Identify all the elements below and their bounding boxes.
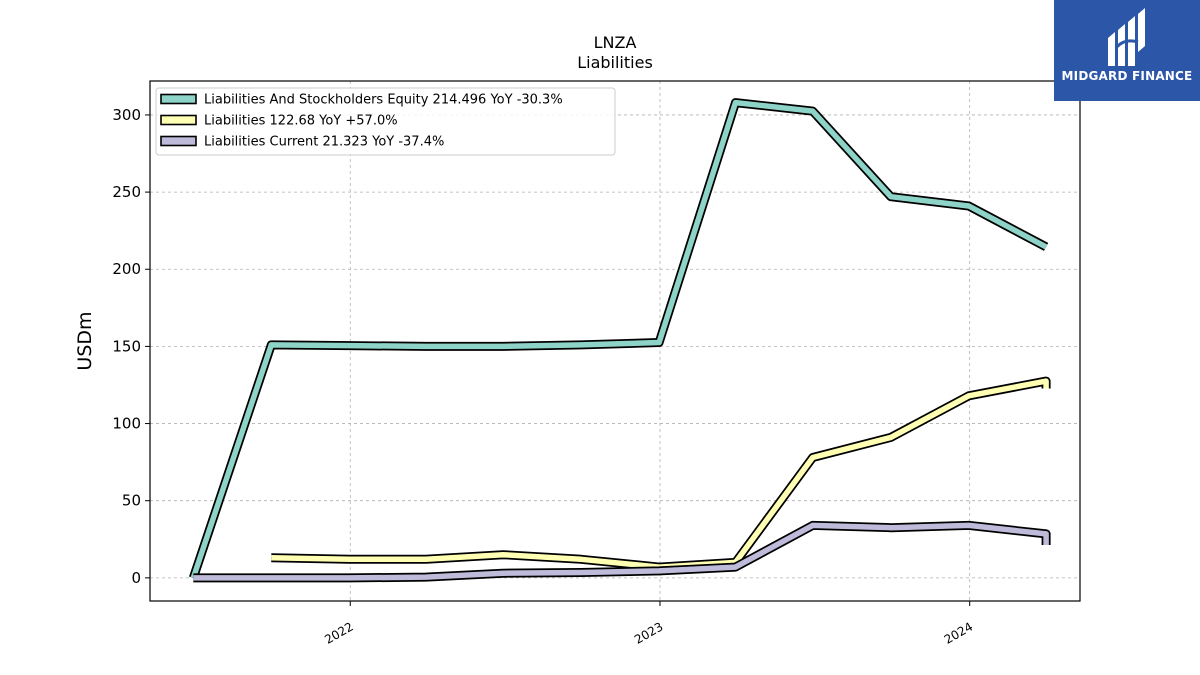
series-line: [190, 99, 1048, 579]
y-tick-label: 150: [112, 337, 141, 355]
y-tick-label: 200: [112, 260, 141, 278]
legend-label: Liabilities 122.68 YoY +57.0%: [204, 114, 398, 129]
y-tick-label: 100: [112, 415, 141, 433]
series-outline: [189, 98, 1049, 580]
legend-swatch: [160, 135, 197, 147]
x-axis: 2022 2023 2024: [322, 601, 975, 647]
legend-swatch: [160, 114, 197, 126]
series-liabilities: [271, 376, 1051, 572]
series-lines: [189, 98, 1051, 583]
midgard-finance-logo: MIDGARD FINANCE: [1054, 0, 1200, 101]
x-tick-label: 2022: [322, 619, 355, 646]
series-line: [193, 522, 1049, 581]
series-outline: [271, 376, 1051, 572]
chart-title: LNZA: [594, 33, 637, 52]
chart-subtitle: Liabilities: [577, 53, 653, 72]
series-liabilities-and-stockholders-equity: [189, 98, 1049, 580]
legend: Liabilities And Stockholders Equity 214.…: [155, 87, 616, 156]
legend-label: Liabilities Current 21.323 YoY -37.4%: [204, 135, 444, 150]
legend-swatch: [160, 93, 197, 105]
logo-mark-icon: [1108, 8, 1145, 66]
x-tick-label: 2023: [632, 619, 665, 646]
y-tick-label: 300: [112, 106, 141, 124]
legend-label: Liabilities And Stockholders Equity 214.…: [204, 93, 563, 108]
x-tick-label: 2024: [942, 619, 975, 646]
series-line: [271, 378, 1049, 570]
plot-frame: [149, 80, 1081, 602]
y-tick-label: 50: [122, 492, 141, 510]
y-axis: 0 50 100 150 200 250 300: [112, 106, 150, 587]
series-liabilities-current: [193, 520, 1051, 583]
y-tick-label: 0: [131, 569, 141, 587]
y-tick-label: 250: [112, 183, 141, 201]
logo-text: MIDGARD FINANCE: [1061, 69, 1193, 83]
legend-box: [155, 87, 616, 156]
y-axis-label: USDm: [74, 311, 96, 370]
